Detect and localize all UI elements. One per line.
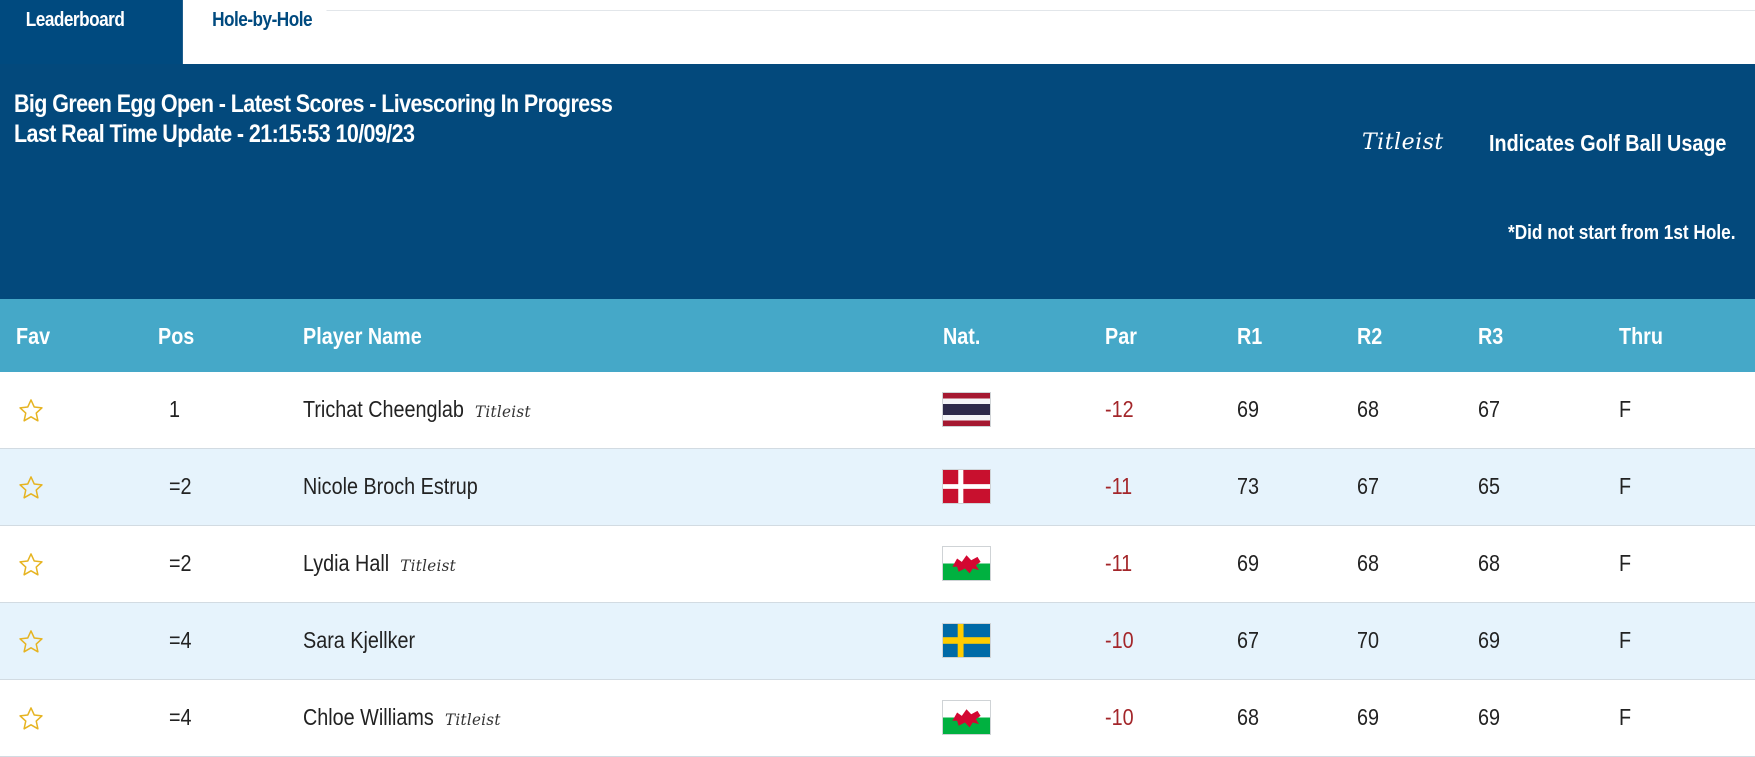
- player-name-text[interactable]: Lydia Hall: [303, 550, 390, 576]
- col-nationality[interactable]: Nat.: [943, 323, 981, 349]
- table-row[interactable]: 1 Trichat Cheenglab Titleist -12 69 68 67 F: [0, 372, 1755, 449]
- player-name[interactable]: Nicole Broch Estrup: [303, 473, 478, 500]
- position: =2: [169, 550, 192, 576]
- last-update-text: Last Real Time Update - 21:15:53 10/09/2…: [14, 120, 415, 148]
- col-player-name[interactable]: Player Name: [303, 323, 422, 349]
- tab-hole-by-hole[interactable]: Hole-by-Hole: [176, 0, 327, 64]
- table-row[interactable]: =4 Chloe Williams Titleist -10 68 69 69 F: [0, 680, 1755, 757]
- col-fav[interactable]: Fav: [16, 323, 51, 349]
- player-name-text[interactable]: Chloe Williams: [303, 704, 434, 730]
- round-3-score: 68: [1478, 550, 1501, 576]
- player-name-text[interactable]: Nicole Broch Estrup: [303, 473, 478, 499]
- round-2-score: 68: [1357, 396, 1380, 422]
- player-name[interactable]: Sara Kjellker: [303, 627, 415, 654]
- par-score: -11: [1105, 473, 1133, 499]
- wales-flag: [943, 701, 990, 734]
- thailand-flag: [943, 393, 990, 426]
- favorite-star-icon[interactable]: [17, 551, 45, 579]
- favorite-star-icon[interactable]: [17, 397, 45, 425]
- tournament-title: Big Green Egg Open - Latest Scores - Liv…: [14, 90, 613, 118]
- round-2-score: 67: [1357, 473, 1380, 499]
- titleist-ball-icon: Titleist: [445, 710, 501, 729]
- favorite-star-icon[interactable]: [17, 474, 45, 502]
- denmark-flag: [943, 470, 990, 503]
- round-2-score: 68: [1357, 550, 1380, 576]
- titleist-ball-icon: Titleist: [400, 556, 457, 575]
- thru-status: F: [1619, 627, 1632, 653]
- sweden-flag: [943, 624, 990, 657]
- round-2-score: 70: [1357, 627, 1380, 653]
- round-1-score: 69: [1237, 550, 1260, 576]
- thru-status: F: [1619, 396, 1632, 422]
- thru-status: F: [1619, 704, 1632, 730]
- col-r1[interactable]: R1: [1237, 323, 1263, 349]
- col-thru[interactable]: Thru: [1619, 323, 1663, 349]
- table-row[interactable]: =2 Lydia Hall Titleist -11 69 68 68 F: [0, 526, 1755, 603]
- player-name-text[interactable]: Sara Kjellker: [303, 627, 416, 653]
- position: 1: [169, 396, 181, 422]
- position: =4: [169, 704, 192, 730]
- round-3-score: 67: [1478, 396, 1501, 422]
- col-pos[interactable]: Pos: [158, 323, 195, 349]
- did-not-start-note: *Did not start from 1st Hole.: [1507, 222, 1735, 244]
- favorite-star-icon[interactable]: [17, 628, 45, 656]
- position: =4: [169, 627, 192, 653]
- leaderboard-banner: Big Green Egg Open - Latest Scores - Liv…: [0, 64, 1755, 299]
- player-name[interactable]: Trichat Cheenglab Titleist: [303, 396, 531, 423]
- col-par[interactable]: Par: [1105, 323, 1137, 349]
- table-header: Fav Pos Player Name Nat. Par R1 R2 R3 Th…: [0, 299, 1755, 372]
- position: =2: [169, 473, 192, 499]
- thru-status: F: [1619, 550, 1632, 576]
- round-3-score: 65: [1478, 473, 1501, 499]
- table-row[interactable]: =4 Sara Kjellker -10 67 70 69 F: [0, 603, 1755, 680]
- table-row[interactable]: =2 Nicole Broch Estrup -11 73 67 65 F: [0, 449, 1755, 526]
- wales-flag: [943, 547, 990, 580]
- round-1-score: 73: [1237, 473, 1260, 499]
- player-name[interactable]: Lydia Hall Titleist: [303, 550, 457, 577]
- tab-leaderboard[interactable]: Leaderboard: [0, 0, 168, 64]
- player-name[interactable]: Chloe Williams Titleist: [303, 704, 501, 731]
- top-divider: [0, 10, 1755, 11]
- round-1-score: 69: [1237, 396, 1260, 422]
- player-name-text[interactable]: Trichat Cheenglab: [303, 396, 464, 422]
- round-2-score: 69: [1357, 704, 1380, 730]
- round-3-score: 69: [1478, 627, 1501, 653]
- col-r3[interactable]: R3: [1478, 323, 1504, 349]
- par-score: -10: [1105, 704, 1134, 730]
- par-score: -10: [1105, 627, 1134, 653]
- par-score: -11: [1105, 550, 1133, 576]
- round-1-score: 68: [1237, 704, 1260, 730]
- par-score: -12: [1105, 396, 1134, 422]
- tab-divider: [165, 0, 176, 64]
- col-r2[interactable]: R2: [1357, 323, 1383, 349]
- round-1-score: 67: [1237, 627, 1260, 653]
- thru-status: F: [1619, 473, 1632, 499]
- titleist-ball-icon: Titleist: [475, 402, 531, 421]
- favorite-star-icon[interactable]: [17, 705, 45, 733]
- titleist-legend-text: Indicates Golf Ball Usage: [1489, 130, 1727, 156]
- titleist-logo: Titleist: [1362, 130, 1444, 155]
- round-3-score: 69: [1478, 704, 1501, 730]
